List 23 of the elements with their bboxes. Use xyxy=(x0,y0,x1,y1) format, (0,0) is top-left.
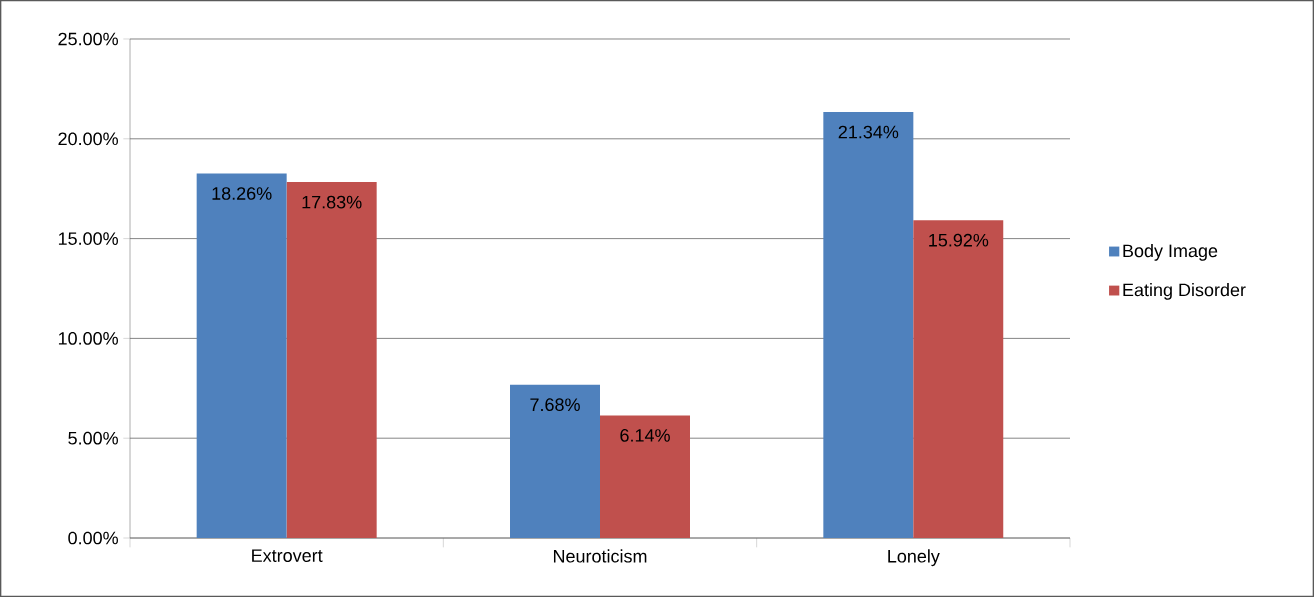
y-tick-label: 0.00% xyxy=(68,531,118,545)
bar xyxy=(196,173,287,538)
y-tick-label: 25.00% xyxy=(58,32,118,46)
x-tick-label: Extrovert xyxy=(252,549,323,562)
y-tick-label: 15.00% xyxy=(58,232,118,245)
bar xyxy=(600,415,690,538)
x-tick-label: Lonely xyxy=(888,549,940,567)
x-tick-label: Neuroticism xyxy=(553,549,647,563)
legend-label: Eating Disorder xyxy=(1123,283,1246,300)
y-tick-label: 20.00% xyxy=(58,132,118,146)
bar xyxy=(913,220,1004,538)
data-label: 7.68% xyxy=(530,398,580,412)
bar xyxy=(823,112,914,538)
bar xyxy=(510,384,600,538)
bar xyxy=(286,182,377,538)
legend-label: Body Image xyxy=(1123,243,1218,261)
data-label: 15.92% xyxy=(929,233,989,247)
data-label: 6.14% xyxy=(620,429,670,442)
y-tick-label: 5.00% xyxy=(68,431,118,445)
data-label: 21.34% xyxy=(838,125,899,139)
y-tick-label: 10.00% xyxy=(58,332,118,345)
data-label: 17.83% xyxy=(302,195,362,209)
data-label: 18.26% xyxy=(212,187,272,200)
